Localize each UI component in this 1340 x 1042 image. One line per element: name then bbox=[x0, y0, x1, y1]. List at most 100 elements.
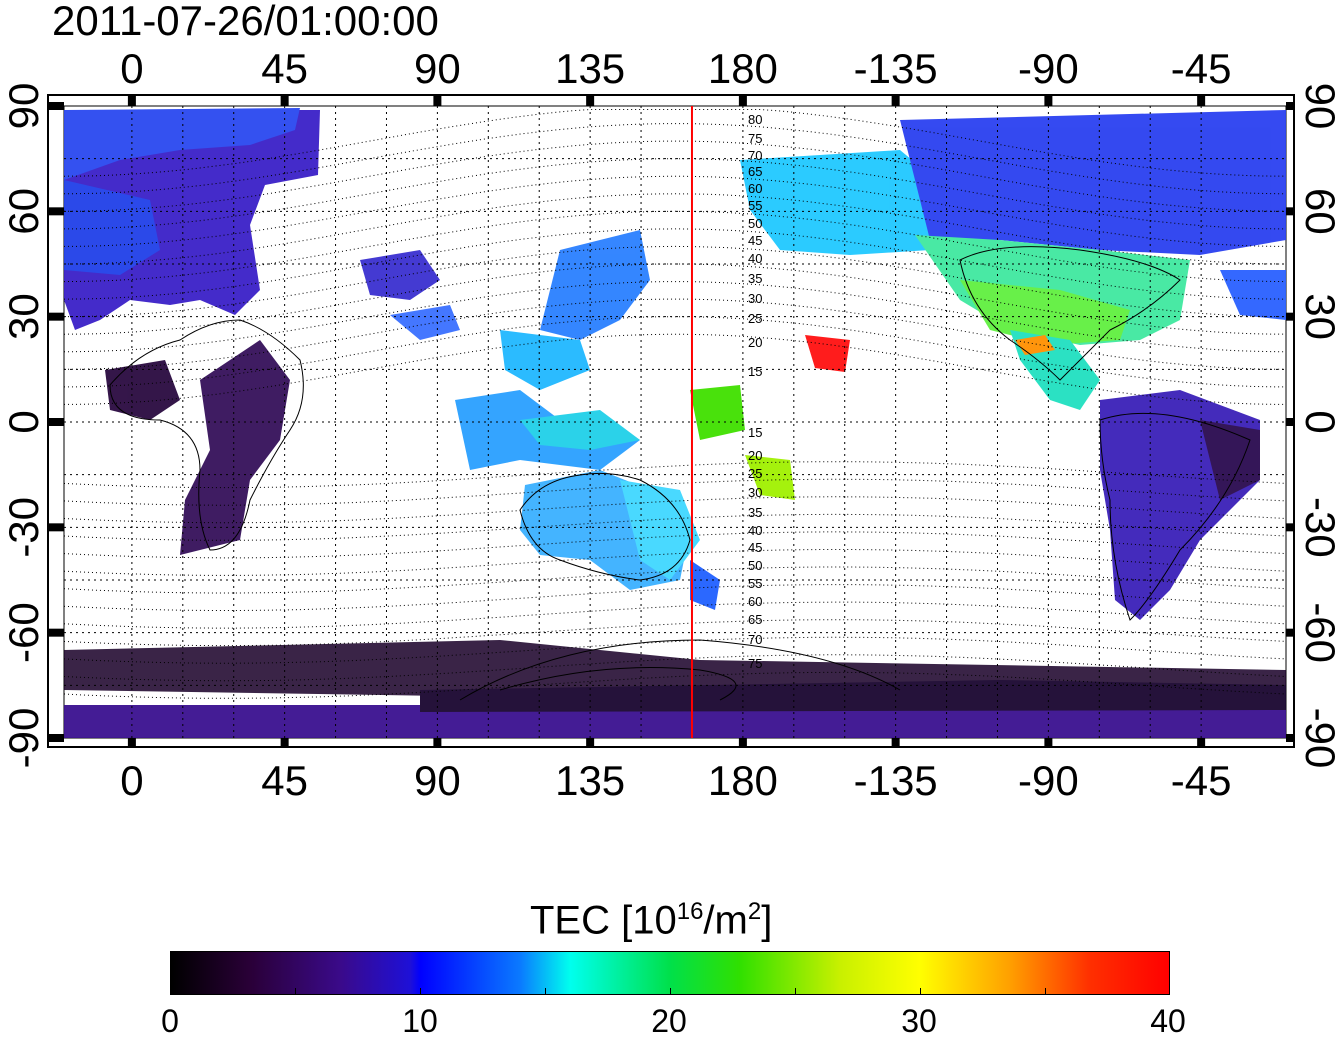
maglat-line bbox=[63, 158, 1287, 230]
lat-label-left: 30 bbox=[0, 293, 47, 340]
lat-label-left: 60 bbox=[0, 188, 47, 235]
lon-label-bottom: -90 bbox=[1018, 757, 1079, 804]
lat-label-right: 0 bbox=[1297, 410, 1340, 433]
colorbar-label-unit: /m bbox=[703, 898, 748, 943]
maglat-label: 50 bbox=[748, 216, 762, 231]
tec-region-alaska bbox=[740, 150, 960, 255]
lat-label-right: -30 bbox=[1297, 497, 1340, 558]
lon-label-bottom: -135 bbox=[854, 757, 938, 804]
lon-label-top: 135 bbox=[555, 45, 625, 92]
magnetic-latitude-lines bbox=[63, 109, 1287, 699]
lat-label-right: -90 bbox=[1297, 708, 1340, 769]
maglat-label: 80 bbox=[748, 112, 762, 127]
lat-label-left: -30 bbox=[0, 497, 47, 558]
lat-label-right: -60 bbox=[1297, 602, 1340, 663]
colorbar-label: TEC [10 bbox=[530, 898, 677, 943]
maglat-label: 65 bbox=[748, 164, 762, 179]
maglat-label: 70 bbox=[748, 632, 762, 647]
maglat-line bbox=[63, 123, 1287, 195]
maglat-line bbox=[63, 228, 1287, 300]
tec-region-usa-south bbox=[960, 280, 1130, 345]
maglat-line bbox=[63, 140, 1287, 212]
maglat-label: 60 bbox=[748, 594, 762, 609]
lon-label-bottom: 180 bbox=[708, 757, 778, 804]
lat-label-left: 90 bbox=[0, 83, 47, 130]
tec-region-south-america-east bbox=[1200, 420, 1260, 500]
maglat-label: 25 bbox=[748, 466, 762, 481]
colorbar-tick-label: 20 bbox=[651, 1003, 687, 1039]
tec-region-europe-north bbox=[64, 108, 300, 180]
lon-label-top: 180 bbox=[708, 45, 778, 92]
colorbar-tick-label: 10 bbox=[402, 1003, 438, 1039]
maglat-label: 40 bbox=[748, 523, 762, 538]
tec-region-hawaii bbox=[805, 335, 850, 372]
colorbar-tick-label: 30 bbox=[901, 1003, 937, 1039]
tec-region-atlantic bbox=[1220, 270, 1286, 320]
maglat-label: 75 bbox=[748, 656, 762, 671]
maglat-label: 60 bbox=[748, 181, 762, 196]
maglat-line bbox=[63, 193, 1287, 265]
maglat-line bbox=[63, 333, 1287, 405]
maglat-label: 15 bbox=[748, 425, 762, 440]
map-axes: 0 0 45 45 90 90 135 135 180 180 -135 -135 -90 -90 -45 -… bbox=[0, 45, 1340, 804]
tec-region-australia-east bbox=[620, 480, 700, 580]
maglat-label: 65 bbox=[748, 612, 762, 627]
tec-data-layer bbox=[64, 108, 1286, 738]
colorbar-tick bbox=[920, 988, 921, 994]
colorbar-tick bbox=[1045, 988, 1046, 994]
lon-label-top: 0 bbox=[120, 45, 143, 92]
maglat-label: 70 bbox=[748, 148, 762, 163]
lon-label-bottom: 0 bbox=[120, 757, 143, 804]
colorbar-title: TEC [1016/m2] bbox=[530, 890, 772, 942]
lon-label-bottom: 90 bbox=[414, 757, 461, 804]
colorbar-label-end: ] bbox=[761, 898, 773, 943]
lat-label-right: 60 bbox=[1297, 188, 1340, 235]
maglat-label: 15 bbox=[748, 364, 762, 379]
maglat-label: 30 bbox=[748, 485, 762, 500]
colorbar-label-unit-exponent: 2 bbox=[747, 898, 762, 925]
maglat-line bbox=[63, 263, 1287, 335]
colorbar-tick bbox=[670, 988, 671, 994]
colorbar-tick bbox=[545, 988, 546, 994]
lon-label-bottom: 135 bbox=[555, 757, 625, 804]
tec-region-asia bbox=[360, 250, 440, 300]
maglat-line bbox=[63, 210, 1287, 283]
maglat-label: 30 bbox=[748, 291, 762, 306]
tec-region-indonesia bbox=[520, 410, 640, 450]
lon-label-top: -45 bbox=[1171, 45, 1232, 92]
maglat-label: 45 bbox=[748, 540, 762, 555]
maglat-label: 25 bbox=[748, 311, 762, 326]
maglat-line bbox=[63, 109, 1287, 177]
maglat-label: 20 bbox=[748, 335, 762, 350]
lon-label-top: -90 bbox=[1018, 45, 1079, 92]
colorbar-label-exponent: 16 bbox=[676, 898, 704, 925]
colorbar-tick bbox=[795, 988, 796, 994]
maglat-label: 40 bbox=[748, 251, 762, 266]
colorbar-tick-label: 0 bbox=[161, 1003, 179, 1039]
lon-label-top: -135 bbox=[854, 45, 938, 92]
magnetic-latitude-labels: 8075706560555045403530252015152025303540… bbox=[748, 112, 762, 671]
maglat-label: 45 bbox=[748, 233, 762, 248]
colorbar-tick bbox=[420, 988, 421, 994]
maglat-label: 55 bbox=[748, 198, 762, 213]
colorbar bbox=[170, 951, 1170, 995]
maglat-label: 75 bbox=[748, 131, 762, 146]
tec-region-canada bbox=[900, 110, 1286, 255]
maglat-label: 55 bbox=[748, 576, 762, 591]
lon-label-top: 45 bbox=[261, 45, 308, 92]
lat-label-left: 0 bbox=[0, 410, 47, 433]
lon-label-bottom: -45 bbox=[1171, 757, 1232, 804]
tec-region-antarctica-dark bbox=[420, 680, 1286, 712]
maglat-line bbox=[63, 281, 1287, 353]
colorbar-tick-label: 40 bbox=[1150, 1003, 1186, 1039]
maglat-line bbox=[63, 298, 1287, 370]
tec-region-africa-south bbox=[180, 340, 290, 555]
tec-region-pacific-south bbox=[745, 455, 795, 500]
maglat-label: 35 bbox=[748, 271, 762, 286]
lon-label-top: 90 bbox=[414, 45, 461, 92]
maglat-line bbox=[63, 245, 1287, 318]
tec-region-east-asia bbox=[540, 230, 650, 340]
maglat-line bbox=[63, 316, 1287, 388]
tec-region-antarctica bbox=[64, 705, 1286, 738]
tec-region-nz bbox=[690, 560, 720, 610]
